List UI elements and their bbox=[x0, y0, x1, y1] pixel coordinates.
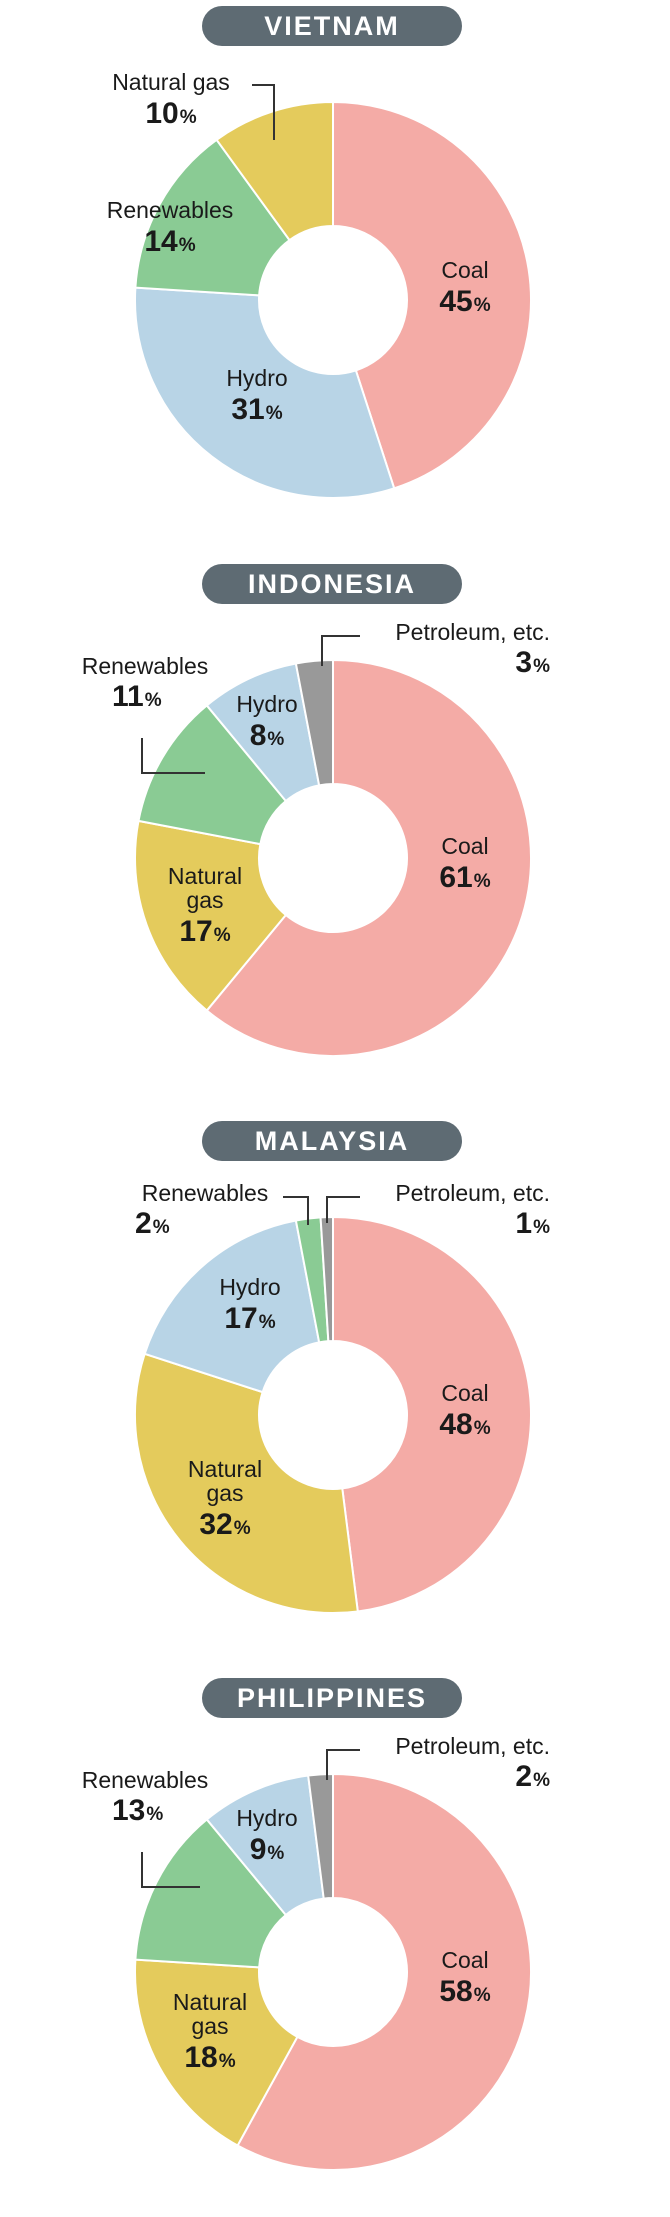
chart-title: VIETNAM bbox=[202, 6, 462, 46]
chart-title: PHILIPPINES bbox=[202, 1678, 462, 1718]
slice-natural-gas bbox=[134, 1352, 359, 1614]
slice-label-hydro: Hydro 9% bbox=[236, 1805, 298, 1867]
slice-natural-gas bbox=[134, 819, 288, 1012]
slice-label-hydro: Hydro 8% bbox=[236, 691, 298, 753]
slice-label-coal: Coal 61% bbox=[439, 833, 491, 895]
chart-title: MALAYSIA bbox=[202, 1121, 462, 1161]
slice-label-coal: Coal 48% bbox=[439, 1380, 491, 1442]
slice-coal bbox=[332, 100, 532, 490]
slice-label-renewables: Renewables 14% bbox=[106, 197, 234, 259]
slice-petroleum-etc bbox=[319, 1215, 334, 1343]
slice-label-natural-gas: Natural gas 32% bbox=[187, 1456, 263, 1542]
slice-renewables bbox=[134, 138, 291, 297]
chart-title: INDONESIA bbox=[202, 564, 462, 604]
leader-line bbox=[252, 84, 275, 140]
slice-label-natural-gas: Natural gas 18% bbox=[172, 1989, 248, 2075]
slice-label-hydro: Hydro 31% bbox=[226, 365, 288, 427]
donut-chart-indonesia bbox=[134, 658, 532, 1057]
slice-coal bbox=[205, 658, 532, 1057]
chart-panel-malaysia: MALAYSIA Coal 48% Natural gas 32% Hydro … bbox=[0, 1115, 670, 1660]
slice-label-petroleum: Petroleum, etc. 1% bbox=[395, 1180, 550, 1241]
donut-chart-philippines bbox=[134, 1772, 532, 2171]
slice-natural-gas bbox=[215, 100, 334, 242]
slice-coal bbox=[236, 1772, 532, 2171]
slice-petroleum-etc bbox=[294, 658, 334, 787]
slice-label-renewables: Renewables 2% bbox=[135, 1180, 269, 1241]
slice-label-hydro: Hydro 17% bbox=[219, 1274, 281, 1336]
slice-label-petroleum: Petroleum, etc. 3% bbox=[395, 619, 550, 680]
slice-petroleum-etc bbox=[307, 1772, 334, 1900]
slice-label-petroleum: Petroleum, etc. 2% bbox=[395, 1733, 550, 1794]
leader-line bbox=[141, 1749, 360, 1888]
donut-chart-malaysia bbox=[134, 1215, 532, 1614]
slice-coal bbox=[332, 1215, 532, 1613]
slice-label-coal: Coal 58% bbox=[439, 1947, 491, 2009]
slice-hydro bbox=[134, 286, 396, 499]
slice-label-renewables: Renewables 11% bbox=[81, 653, 209, 714]
slice-natural-gas bbox=[134, 1958, 299, 2147]
slice-label-renewables: Renewables 13% bbox=[81, 1767, 209, 1828]
slice-hydro bbox=[143, 1219, 321, 1394]
slice-label-coal: Coal 45% bbox=[439, 257, 491, 319]
leader-line bbox=[141, 635, 360, 774]
chart-panel-indonesia: INDONESIA Coal 61% Natural gas 17% Renew… bbox=[0, 558, 670, 1103]
chart-panel-vietnam: VIETNAM Coal 45% Hydro 31% Renewables 14… bbox=[0, 0, 670, 545]
slice-label-natural-gas: Natural gas 10% bbox=[112, 69, 230, 131]
donut-chart-vietnam bbox=[134, 100, 532, 499]
chart-panel-philippines: PHILIPPINES Coal 58% Natural gas 18% Ren… bbox=[0, 1672, 670, 2217]
slice-renewables bbox=[134, 1818, 288, 1969]
slice-label-natural-gas: Natural gas 17% bbox=[167, 863, 243, 949]
leader-line bbox=[283, 1196, 360, 1225]
